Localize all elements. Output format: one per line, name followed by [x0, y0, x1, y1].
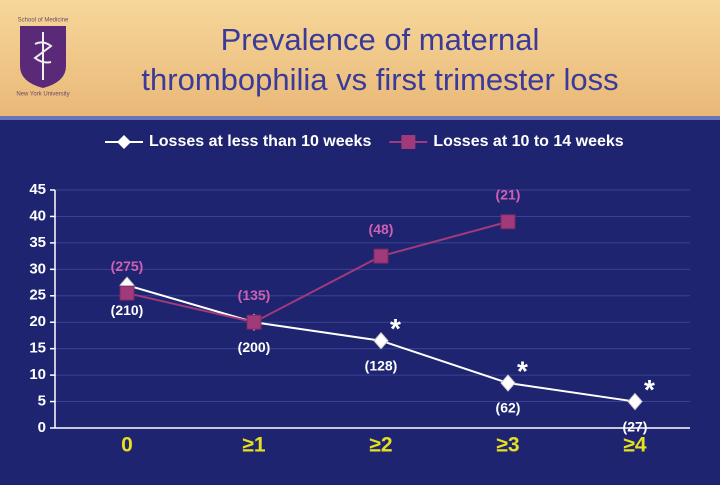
y-tick-label: 30: [29, 260, 46, 277]
data-point: [627, 392, 643, 411]
y-tick-label: 35: [29, 234, 46, 251]
significance-mark: *: [517, 355, 528, 386]
legend-marker: [401, 135, 416, 149]
data-point: [119, 285, 135, 301]
count-label: (210): [111, 302, 144, 318]
count-label: (128): [365, 357, 398, 373]
logo-text: New York University: [16, 92, 69, 98]
chart-title: Prevalence of maternal thrombophilia vs f…: [141, 22, 618, 97]
legend-label: Losses at less than 10 weeks: [149, 133, 371, 150]
x-tick-label: ≥2: [369, 434, 392, 457]
count-label: (200): [238, 339, 271, 355]
y-tick-label: 10: [29, 366, 46, 383]
data-point: [373, 248, 389, 264]
x-tick-label: ≥1: [242, 434, 266, 457]
y-tick-label: 20: [29, 313, 46, 330]
x-tick-label: ≥4: [623, 434, 647, 457]
data-point: [500, 374, 516, 392]
count-label: (62): [496, 400, 521, 416]
y-tick-label: 5: [38, 393, 46, 410]
legend-marker: [117, 135, 131, 149]
y-tick-label: 45: [29, 181, 46, 198]
y-tick-label: 40: [29, 207, 46, 224]
x-tick-label: ≥3: [496, 434, 519, 457]
logo-text: School of Medicine: [18, 18, 69, 24]
data-point: [373, 331, 389, 350]
count-label: (21): [496, 186, 521, 202]
count-label: (275): [111, 258, 144, 274]
header-rule: [0, 116, 720, 120]
count-label: (48): [369, 221, 394, 237]
series-line: [126, 220, 509, 324]
count-label: (27): [623, 418, 648, 434]
data-point: [246, 314, 262, 330]
y-tick-label: 15: [29, 340, 46, 357]
significance-mark: *: [390, 313, 401, 344]
x-tick-label: 0: [121, 434, 133, 457]
logo-emblem: [33, 32, 53, 80]
y-tick-label: 25: [29, 287, 46, 304]
data-point: [500, 214, 516, 230]
legend-label: Losses at 10 to 14 weeks: [433, 133, 623, 150]
count-label: (135): [238, 287, 271, 303]
y-tick-label: 0: [38, 419, 46, 436]
significance-mark: *: [644, 374, 655, 405]
header-band: [0, 0, 720, 116]
